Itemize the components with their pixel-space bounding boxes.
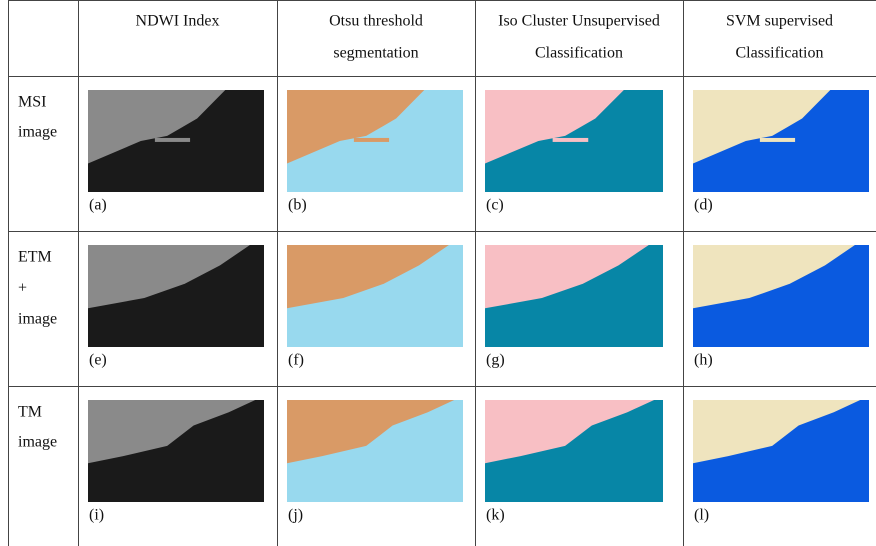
image-caption: (f) xyxy=(288,352,304,369)
image-land xyxy=(287,400,455,464)
image-jetty xyxy=(759,137,796,142)
image-land xyxy=(88,245,250,309)
column-header: NDWI Index xyxy=(136,13,220,30)
column-header: SVM supervised xyxy=(726,13,833,30)
image-caption: (k) xyxy=(486,507,505,524)
column-header: segmentation xyxy=(333,45,418,62)
classification-image xyxy=(693,245,869,347)
image-land xyxy=(88,90,226,164)
image-caption: (d) xyxy=(694,197,713,214)
classification-image xyxy=(485,400,663,502)
row-label: ETM xyxy=(18,249,52,266)
column-header: Otsu threshold xyxy=(329,13,423,30)
row-label: image xyxy=(18,434,57,451)
image-jetty xyxy=(552,137,589,142)
image-land xyxy=(485,90,624,164)
column-header: Iso Cluster Unsupervised xyxy=(498,13,660,30)
classification-image xyxy=(693,400,869,502)
image-land xyxy=(287,245,449,309)
classification-image xyxy=(88,245,264,347)
image-caption: (l) xyxy=(694,507,709,524)
row-label: image xyxy=(18,311,57,328)
image-caption: (i) xyxy=(89,507,104,524)
column-header: Classification xyxy=(736,45,824,62)
row-label: + xyxy=(18,280,27,297)
image-land xyxy=(485,245,649,309)
image-land xyxy=(693,245,855,309)
classification-image xyxy=(88,90,264,192)
classification-image xyxy=(287,400,463,502)
image-caption: (g) xyxy=(486,352,505,369)
image-jetty xyxy=(154,137,191,142)
classification-image xyxy=(88,400,264,502)
row-label: TM xyxy=(18,404,42,421)
image-caption: (a) xyxy=(89,197,107,214)
image-caption: (j) xyxy=(288,507,303,524)
classification-image xyxy=(485,90,663,192)
classification-image xyxy=(287,90,463,192)
classification-image xyxy=(287,245,463,347)
image-caption: (e) xyxy=(89,352,107,369)
classification-image xyxy=(693,90,869,192)
image-land xyxy=(88,400,256,464)
image-land xyxy=(287,90,425,164)
image-caption: (b) xyxy=(288,197,307,214)
column-header: Classification xyxy=(535,45,623,62)
classification-image xyxy=(485,245,663,347)
image-caption: (c) xyxy=(486,197,504,214)
image-jetty xyxy=(353,137,390,142)
image-land xyxy=(693,90,831,164)
image-land xyxy=(485,400,655,464)
row-label: image xyxy=(18,124,57,141)
image-land xyxy=(693,400,861,464)
row-label: MSI xyxy=(18,94,46,111)
image-caption: (h) xyxy=(694,352,713,369)
